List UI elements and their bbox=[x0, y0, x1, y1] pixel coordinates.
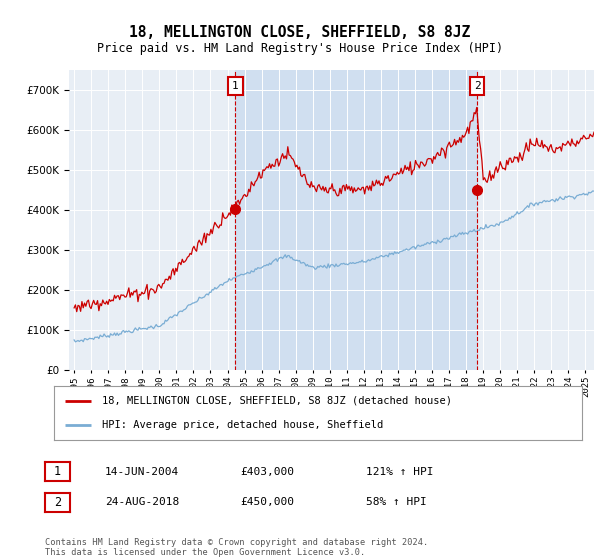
Text: 58% ↑ HPI: 58% ↑ HPI bbox=[366, 497, 427, 507]
Text: 1: 1 bbox=[54, 465, 61, 478]
Bar bbox=[235, 70, 477, 370]
Text: 1: 1 bbox=[232, 81, 239, 91]
Text: 18, MELLINGTON CLOSE, SHEFFIELD, S8 8JZ (detached house): 18, MELLINGTON CLOSE, SHEFFIELD, S8 8JZ … bbox=[101, 396, 452, 406]
Text: £450,000: £450,000 bbox=[240, 497, 294, 507]
Text: 24-AUG-2018: 24-AUG-2018 bbox=[105, 497, 179, 507]
Text: 121% ↑ HPI: 121% ↑ HPI bbox=[366, 466, 433, 477]
Text: 2: 2 bbox=[54, 496, 61, 509]
Text: HPI: Average price, detached house, Sheffield: HPI: Average price, detached house, Shef… bbox=[101, 420, 383, 430]
Text: £403,000: £403,000 bbox=[240, 466, 294, 477]
Text: 18, MELLINGTON CLOSE, SHEFFIELD, S8 8JZ: 18, MELLINGTON CLOSE, SHEFFIELD, S8 8JZ bbox=[130, 25, 470, 40]
Text: 14-JUN-2004: 14-JUN-2004 bbox=[105, 466, 179, 477]
Text: Contains HM Land Registry data © Crown copyright and database right 2024.
This d: Contains HM Land Registry data © Crown c… bbox=[45, 538, 428, 557]
Text: 2: 2 bbox=[473, 81, 481, 91]
Text: Price paid vs. HM Land Registry's House Price Index (HPI): Price paid vs. HM Land Registry's House … bbox=[97, 42, 503, 55]
